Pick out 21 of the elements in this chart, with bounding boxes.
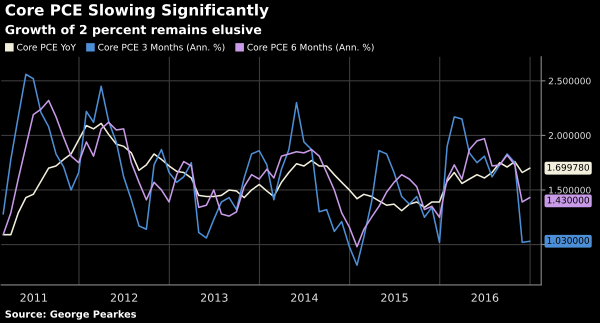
x-tick-label: 2016 [472, 293, 498, 302]
chart-subtitle: Growth of 2 percent remains elusive [5, 24, 262, 37]
x-tick-label: 2011 [20, 293, 47, 302]
x-tick-label: 2014 [291, 293, 318, 302]
annotation: 1.699780 [548, 164, 590, 171]
line-series [2, 122, 531, 236]
annotation: 1.430000 [548, 196, 590, 204]
line-series [2, 100, 531, 248]
source-note: Source: George Pearkes [5, 310, 136, 320]
x-tick-label: 2012 [110, 293, 138, 302]
chart-title: Core PCE Slowing Significantly [6, 4, 269, 19]
x-tick-label: 2015 [381, 293, 408, 302]
legend-label: Core PCE 3 Months (Ann. %) [98, 44, 224, 52]
legend-label: Core PCE YoY [17, 44, 76, 51]
x-tick-label: 2013 [200, 293, 228, 302]
annotation: 1.030000 [548, 237, 590, 244]
legend-label: Core PCE 6 Months (Ann. %) [247, 44, 374, 52]
y-tick-label: 1.500000 [549, 186, 591, 194]
y-tick-label: 2.000000 [548, 132, 591, 139]
line-series [2, 74, 531, 266]
y-tick-label: 2.500000 [548, 78, 591, 84]
